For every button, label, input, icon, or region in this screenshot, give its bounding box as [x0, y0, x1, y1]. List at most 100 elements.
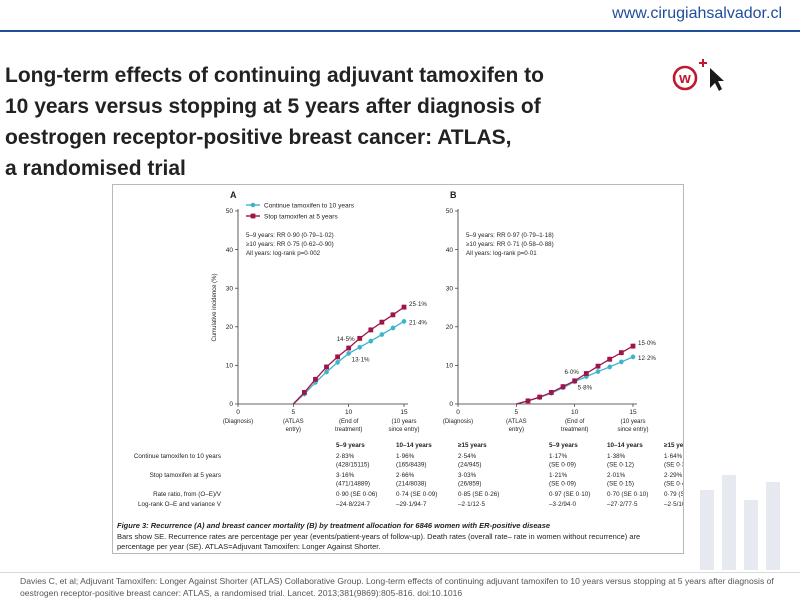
panel-a-point-stop	[379, 319, 385, 325]
table-row-label: Continue tamoxifen to 10 years	[134, 453, 221, 460]
table-cell: 3·16%	[336, 472, 355, 479]
figure-caption-line-2: percentage per year (SE). ATLAS=Adjuvant…	[117, 542, 381, 551]
table-cell: 0·74 (SE 0·09)	[396, 491, 437, 498]
table-cell: 2·29%	[664, 472, 683, 479]
panel-b-y-tick-label: 50	[446, 208, 454, 215]
panel-a-x-tick-label: 15	[400, 409, 408, 416]
table-col-head: 10–14 years	[607, 442, 643, 449]
panel-a-point-continue	[324, 369, 329, 375]
table-cell: (SE 0·47)	[664, 481, 683, 488]
panel-a-x-tick-label: 5	[292, 409, 296, 416]
panel-a-point-continue	[335, 360, 340, 365]
logo-icon[interactable]: w	[670, 58, 726, 94]
panel-b-point-stop	[548, 390, 554, 395]
table-cell: 3·03%	[458, 472, 477, 479]
table-cell: (SE 0·12)	[607, 462, 634, 469]
table-row-label: Log-rank O–E and variance V	[138, 501, 222, 508]
table-cell: (SE 0·15)	[607, 481, 634, 488]
table-cell: 1·64%	[664, 453, 683, 460]
panel-b-x-tick-sublabel: (End of	[565, 419, 585, 425]
panel-a-series-line-continue	[292, 320, 405, 405]
title-line-4: a randomised trial	[5, 157, 186, 180]
panel-a-point-stop	[401, 304, 407, 310]
table-cell: (SE 0·09)	[549, 481, 576, 488]
figure-caption-title: Figure 3: Recurrence (A) and breast canc…	[117, 521, 551, 530]
panel-b-point-stop	[560, 384, 566, 390]
table-col-head: ≥15 years	[664, 442, 683, 449]
header-rule	[0, 30, 800, 32]
panel-a-legend-marker	[250, 213, 256, 219]
panel-b-y-tick-label: 10	[446, 363, 454, 370]
panel-a-stat-line: All years: log-rank p=0·002	[246, 250, 321, 257]
panel-a-point-stop	[357, 335, 363, 341]
table-cell: (SE 0·39)	[664, 462, 683, 469]
panel-a-legend-marker	[250, 202, 256, 208]
panel-b-point-stop	[607, 356, 613, 362]
table-cell: –24·8/224·7	[336, 501, 370, 508]
panel-b-point-stop	[595, 363, 601, 369]
panel-a-x-tick-label: 10	[345, 409, 353, 416]
panel-a-x-tick-sublabel: (10 years	[391, 419, 416, 425]
table-cell: 1·96%	[396, 453, 415, 460]
table-cell: 0·97 (SE 0·10)	[549, 491, 590, 498]
table-cell: (165/8439)	[396, 462, 426, 469]
panel-a-point-stop	[324, 364, 329, 370]
site-url[interactable]: www.cirugiahsalvador.cl	[612, 5, 782, 22]
title-line-2: 10 years versus stopping at 5 years afte…	[5, 95, 541, 118]
panel-b-x-tick-sublabel: (ATLAS	[506, 419, 527, 425]
panel-a-point-stop	[302, 390, 307, 395]
table-cell: 0·85 (SE 0·26)	[458, 491, 499, 498]
table-cell: 0·79 (SE 0·27)	[664, 491, 683, 498]
table-cell: (26/859)	[458, 481, 481, 488]
panel-a-x-tick-sublabel: (ATLAS	[283, 419, 304, 425]
table-row-label: Stop tamoxifen at 5 years	[150, 472, 221, 479]
panel-b-x-tick-sublabel: since entry)	[617, 427, 648, 433]
table-cell: –3·2/94·0	[549, 501, 576, 508]
table-cell: 2·54%	[458, 453, 477, 460]
panel-a-y-tick-label: 40	[226, 247, 234, 254]
decorative-background	[700, 475, 780, 570]
panel-a-y-tick-label: 0	[229, 401, 233, 408]
panel-b-x-tick-sublabel: (10 years	[620, 419, 645, 425]
panel-b-stat-line: ≥10 years: RR 0·71 (0·58–0·88)	[466, 241, 554, 248]
slide-title: Long-term effects of continuing adjuvant…	[5, 60, 645, 184]
panel-a-annotation: 14·5%	[337, 336, 355, 343]
panel-a-stat-line: ≥10 years: RR 0·75 (0·62–0·90)	[246, 241, 334, 248]
panel-a-x-tick-sublabel: treatment)	[335, 427, 362, 433]
panel-b-annotation: 6·0%	[564, 369, 579, 376]
table-cell: (428/15115)	[336, 462, 370, 469]
panel-a-x-tick-sublabel: since entry)	[388, 427, 419, 433]
table-cell: –2·1/12·5	[458, 501, 485, 508]
panel-b-x-tick-label: 0	[456, 409, 460, 416]
figure-panel: A 0 10 20 30 40 50 Cumulative incidence (%) 0 (Di…	[112, 184, 684, 554]
panel-b-stat-line: All years: log-rank p=0·01	[466, 250, 537, 257]
panel-b-y-tick-label: 30	[446, 285, 454, 292]
table-cell: –2·5/10·6	[664, 501, 683, 508]
panel-b-x-tick-label: 10	[571, 409, 579, 416]
panel-a-legend-label: Stop tamoxifen at 5 years	[264, 213, 338, 220]
panel-b-y-tick-label: 40	[446, 247, 454, 254]
panel-b-y-tick-label: 0	[449, 401, 453, 408]
panel-b-x-tick-label: 15	[629, 409, 637, 416]
panel-a-legend-label: Continue tamoxifen to 10 years	[264, 202, 355, 209]
table-cell: 2·66%	[396, 472, 415, 479]
panel-a-x-tick-sublabel: entry)	[286, 427, 301, 433]
figure-caption-line-1: Bars show SE. Recurrence rates are perce…	[117, 532, 641, 541]
panel-a-x-tick-sublabel: (End of	[339, 419, 359, 425]
table-cell: 2·01%	[607, 472, 626, 479]
table-cell: (471/14889)	[336, 481, 370, 488]
panel-b-point-stop	[618, 350, 624, 356]
panel-a-point-continue	[368, 338, 374, 344]
panel-b-y-tick-label: 20	[446, 324, 454, 331]
panel-a-y-tick-label: 30	[226, 285, 234, 292]
panel-b-point-stop	[572, 378, 578, 384]
panel-b-point-stop	[525, 398, 531, 404]
panel-b-annotation: 12·2%	[638, 355, 656, 362]
panel-b-point-stop	[537, 394, 543, 400]
panel-b-annotation: 5·8%	[578, 385, 593, 392]
panel-a-point-stop	[368, 327, 374, 333]
footer-rule	[0, 572, 800, 573]
panel-a-point-stop	[313, 376, 318, 382]
panel-b-x-tick-sublabel: treatment)	[561, 427, 588, 433]
